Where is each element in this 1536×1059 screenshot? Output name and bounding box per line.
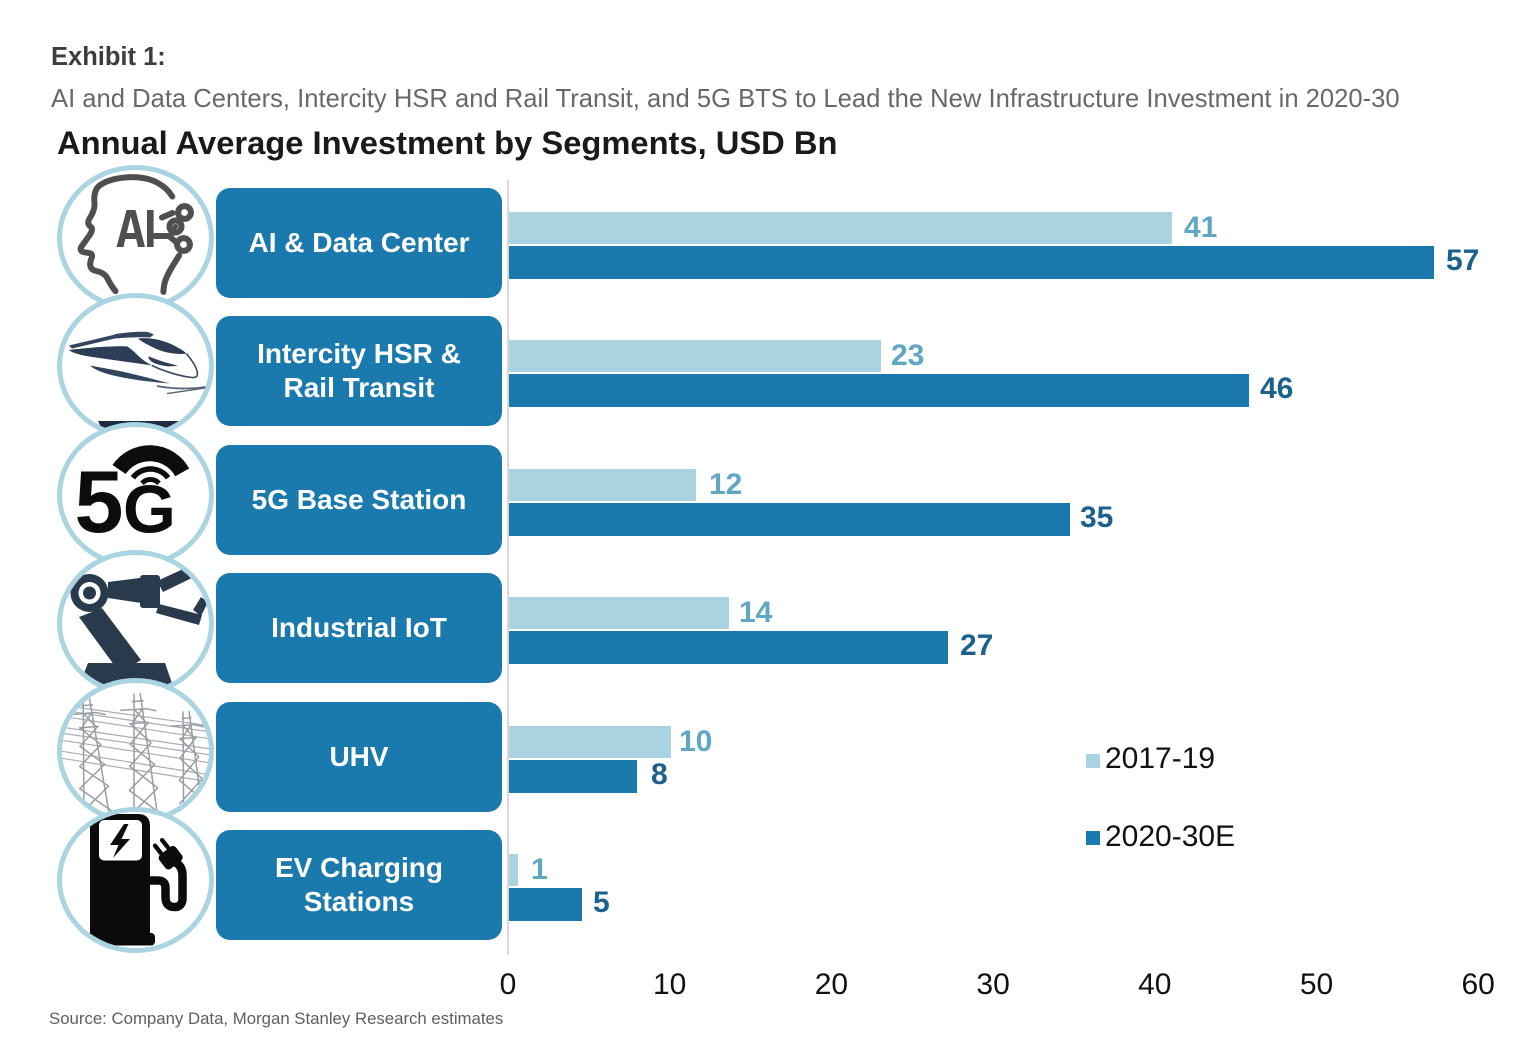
svg-text:5: 5 bbox=[75, 452, 124, 551]
svg-text:G: G bbox=[123, 472, 176, 548]
